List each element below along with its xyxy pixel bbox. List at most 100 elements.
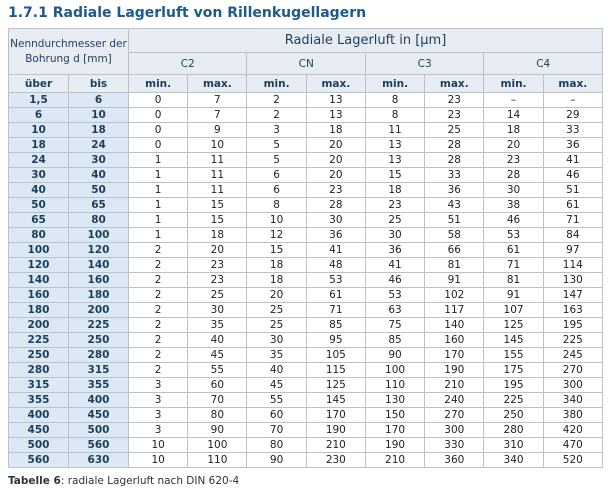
cell: 310 — [483, 437, 544, 453]
cell: 2 — [128, 287, 189, 303]
cell: 315 — [67, 362, 130, 378]
cell: 155 — [483, 347, 544, 363]
cell: 200 — [67, 302, 130, 318]
cell: 46 — [542, 167, 604, 183]
cell: 80 — [187, 407, 248, 423]
cell: min. — [246, 74, 307, 93]
cell: 270 — [424, 407, 485, 423]
cell: 70 — [246, 422, 307, 438]
cell: 84 — [542, 227, 604, 243]
cell: 10 — [128, 452, 189, 468]
cell: 140 — [67, 257, 130, 273]
cell: 51 — [424, 212, 485, 228]
cell: 6 — [246, 167, 307, 183]
cell: 100 — [364, 362, 426, 378]
cell: 25 — [187, 287, 248, 303]
cell: 630 — [67, 452, 130, 468]
cell: 147 — [542, 287, 604, 303]
row: 450 500 3 90 70 190 170 300 280 420 — [8, 422, 604, 438]
cell: 25 — [246, 302, 307, 318]
cell: 270 — [542, 362, 604, 378]
cell: 8 — [364, 107, 426, 123]
cell: 110 — [364, 377, 426, 393]
cell: bis — [67, 74, 130, 93]
cell: 100 — [8, 242, 69, 258]
row: 500 560 10 100 80 210 190 330 310 470 — [8, 437, 604, 453]
cell: 115 — [305, 362, 366, 378]
cell: 15 — [187, 212, 248, 228]
cell: 300 — [424, 422, 485, 438]
cell: 61 — [305, 287, 366, 303]
cell: 1 — [128, 197, 189, 213]
cell: 23 — [424, 92, 485, 108]
cell: 163 — [542, 302, 604, 318]
cell: 13 — [305, 107, 366, 123]
cell: 13 — [305, 92, 366, 108]
cell: 23 — [305, 182, 366, 198]
cell: 81 — [483, 272, 544, 288]
cell: 58 — [424, 227, 485, 243]
cell: 130 — [542, 272, 604, 288]
cell: 10 — [246, 212, 307, 228]
cell: 190 — [305, 422, 366, 438]
cell: 20 — [246, 287, 307, 303]
cell: 20 — [305, 167, 366, 183]
cell: 125 — [305, 377, 366, 393]
cell: 85 — [305, 317, 366, 333]
cell: 150 — [364, 407, 426, 423]
cell: 30 — [305, 212, 366, 228]
cell: 450 — [67, 407, 130, 423]
cell: 1 — [128, 212, 189, 228]
cell: 560 — [67, 437, 130, 453]
cell: C2 — [128, 52, 248, 75]
cell: 250 — [8, 347, 69, 363]
cell: 61 — [542, 197, 604, 213]
cell: 12 — [246, 227, 307, 243]
cell: 55 — [246, 392, 307, 408]
cell: 0 — [128, 137, 189, 153]
cell: 40 — [8, 182, 69, 198]
cell: 10 — [187, 137, 248, 153]
cell: CN — [246, 52, 366, 75]
cell: 225 — [483, 392, 544, 408]
cell: 0 — [128, 92, 189, 108]
cell: 24 — [67, 137, 130, 153]
cell: 60 — [246, 407, 307, 423]
cell: 0 — [128, 107, 189, 123]
cell: 20 — [305, 137, 366, 153]
cell: 1 — [128, 227, 189, 243]
cell: min. — [128, 74, 189, 93]
cell: 1 — [128, 182, 189, 198]
cell: 23 — [364, 197, 426, 213]
cell: 107 — [483, 302, 544, 318]
cell: 3 — [128, 392, 189, 408]
cell: 38 — [483, 197, 544, 213]
cell: – — [542, 92, 604, 108]
cell: max. — [305, 74, 366, 93]
cell: 160 — [8, 287, 69, 303]
cell: über — [8, 74, 69, 93]
cell: 120 — [8, 257, 69, 273]
cell: 80 — [8, 227, 69, 243]
cell: 102 — [424, 287, 485, 303]
cell: 2 — [128, 317, 189, 333]
cell: 6 — [67, 92, 130, 108]
row: 18 24 0 10 5 20 13 28 20 36 — [8, 137, 604, 153]
cell: 520 — [542, 452, 604, 468]
cell: 200 — [8, 317, 69, 333]
cell: 3 — [128, 407, 189, 423]
cell: 2 — [128, 362, 189, 378]
cell: 2 — [128, 302, 189, 318]
cell: 30 — [483, 182, 544, 198]
caption-text: : radiale Lagerluft nach DIN 620-4 — [60, 475, 240, 487]
cell: 6 — [246, 182, 307, 198]
cell: 80 — [246, 437, 307, 453]
row: 65 80 1 15 10 30 25 51 46 71 — [8, 212, 604, 228]
cell: 25 — [424, 122, 485, 138]
cell: 30 — [364, 227, 426, 243]
cell: – — [483, 92, 544, 108]
cell: 71 — [542, 212, 604, 228]
cell: 15 — [364, 167, 426, 183]
cell: 190 — [424, 362, 485, 378]
